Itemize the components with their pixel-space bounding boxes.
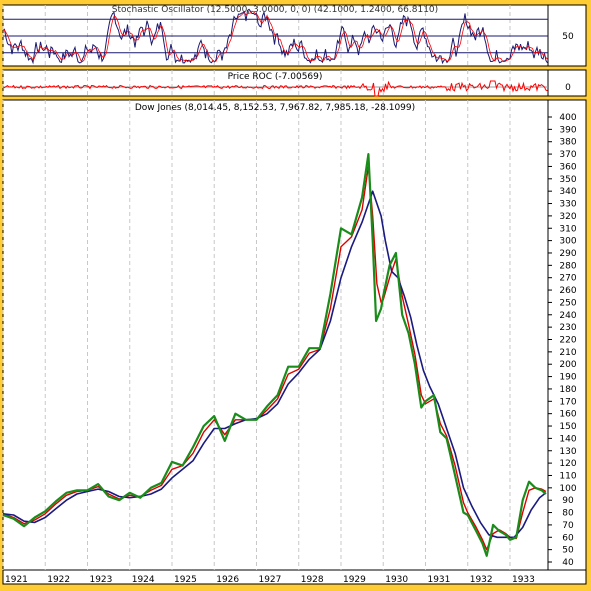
y-tick-label: 370 — [559, 150, 576, 160]
y-tick-label: 90 — [562, 496, 574, 506]
x-tick-label: 1932 — [470, 575, 493, 585]
x-tick-label: 1930 — [385, 575, 408, 585]
y-tick-label: 180 — [559, 385, 576, 395]
oscillator-d-line — [2, 10, 548, 63]
y-tick-label: 170 — [559, 397, 576, 407]
x-axis-area — [2, 569, 587, 585]
y-tick-label: 390 — [559, 125, 576, 135]
x-tick-label: 1921 — [5, 575, 28, 585]
y-tick-label: 210 — [559, 348, 576, 358]
osc-axis-area — [547, 4, 587, 67]
y-tick-label: 140 — [559, 434, 576, 444]
y-tick-label: 70 — [562, 521, 574, 531]
oscillator-k-line — [2, 8, 548, 65]
y-tick-label: 150 — [559, 422, 576, 432]
price-series-line — [2, 153, 547, 557]
y-tick-label: 260 — [559, 286, 576, 296]
y-tick-label: 230 — [559, 323, 576, 333]
x-tick-label: 1923 — [89, 575, 112, 585]
y-tick-label: 130 — [559, 447, 576, 457]
x-tick-label: 1927 — [258, 575, 281, 585]
x-tick-label: 1925 — [174, 575, 197, 585]
y-tick-label: 240 — [559, 311, 576, 321]
roc-y-tick-label: 0 — [565, 83, 571, 93]
y-tick-label: 270 — [559, 274, 576, 284]
y-tick-label: 60 — [562, 533, 574, 543]
y-tick-label: 300 — [559, 237, 576, 247]
roc-plot-area — [2, 69, 549, 97]
y-tick-label: 40 — [562, 558, 574, 568]
y-tick-label: 380 — [559, 138, 576, 148]
y-tick-label: 120 — [559, 459, 576, 469]
y-tick-label: 160 — [559, 410, 576, 420]
y-tick-label: 80 — [562, 509, 574, 519]
y-tick-label: 360 — [559, 162, 576, 172]
y-tick-label: 190 — [559, 373, 576, 383]
x-tick-label: 1922 — [47, 575, 70, 585]
y-tick-label: 200 — [559, 360, 576, 370]
y-tick-label: 110 — [559, 471, 576, 481]
y-tick-label: 250 — [559, 298, 576, 308]
y-tick-label: 320 — [559, 212, 576, 222]
y-tick-label: 50 — [562, 546, 574, 556]
price-series-line — [2, 165, 547, 551]
roc-axis-area — [547, 69, 587, 97]
oscillator-y-tick-label: 50 — [562, 32, 574, 42]
y-tick-label: 310 — [559, 224, 576, 234]
x-tick-label: 1931 — [427, 575, 450, 585]
x-tick-label: 1933 — [512, 575, 535, 585]
y-tick-label: 350 — [559, 175, 576, 185]
y-tick-label: 330 — [559, 200, 576, 210]
y-tick-label: 280 — [559, 261, 576, 271]
y-tick-label: 100 — [559, 484, 576, 494]
roc-title: Price ROC (-7.00569) — [228, 72, 323, 82]
y-tick-label: 400 — [559, 113, 576, 123]
y-tick-label: 290 — [559, 249, 576, 259]
y-tick-label: 340 — [559, 187, 576, 197]
x-tick-label: 1926 — [216, 575, 239, 585]
roc-line — [2, 80, 548, 97]
oscillator-title: Stochastic Oscillator (12.5000, 3.0000, … — [112, 5, 438, 15]
x-tick-label: 1924 — [132, 575, 155, 585]
x-tick-label: 1928 — [301, 575, 324, 585]
price-plot-area — [2, 99, 549, 571]
x-tick-label: 1929 — [343, 575, 366, 585]
price-title: Dow Jones (8,014.45, 8,152.53, 7,967.82,… — [135, 103, 415, 113]
y-tick-label: 220 — [559, 336, 576, 346]
